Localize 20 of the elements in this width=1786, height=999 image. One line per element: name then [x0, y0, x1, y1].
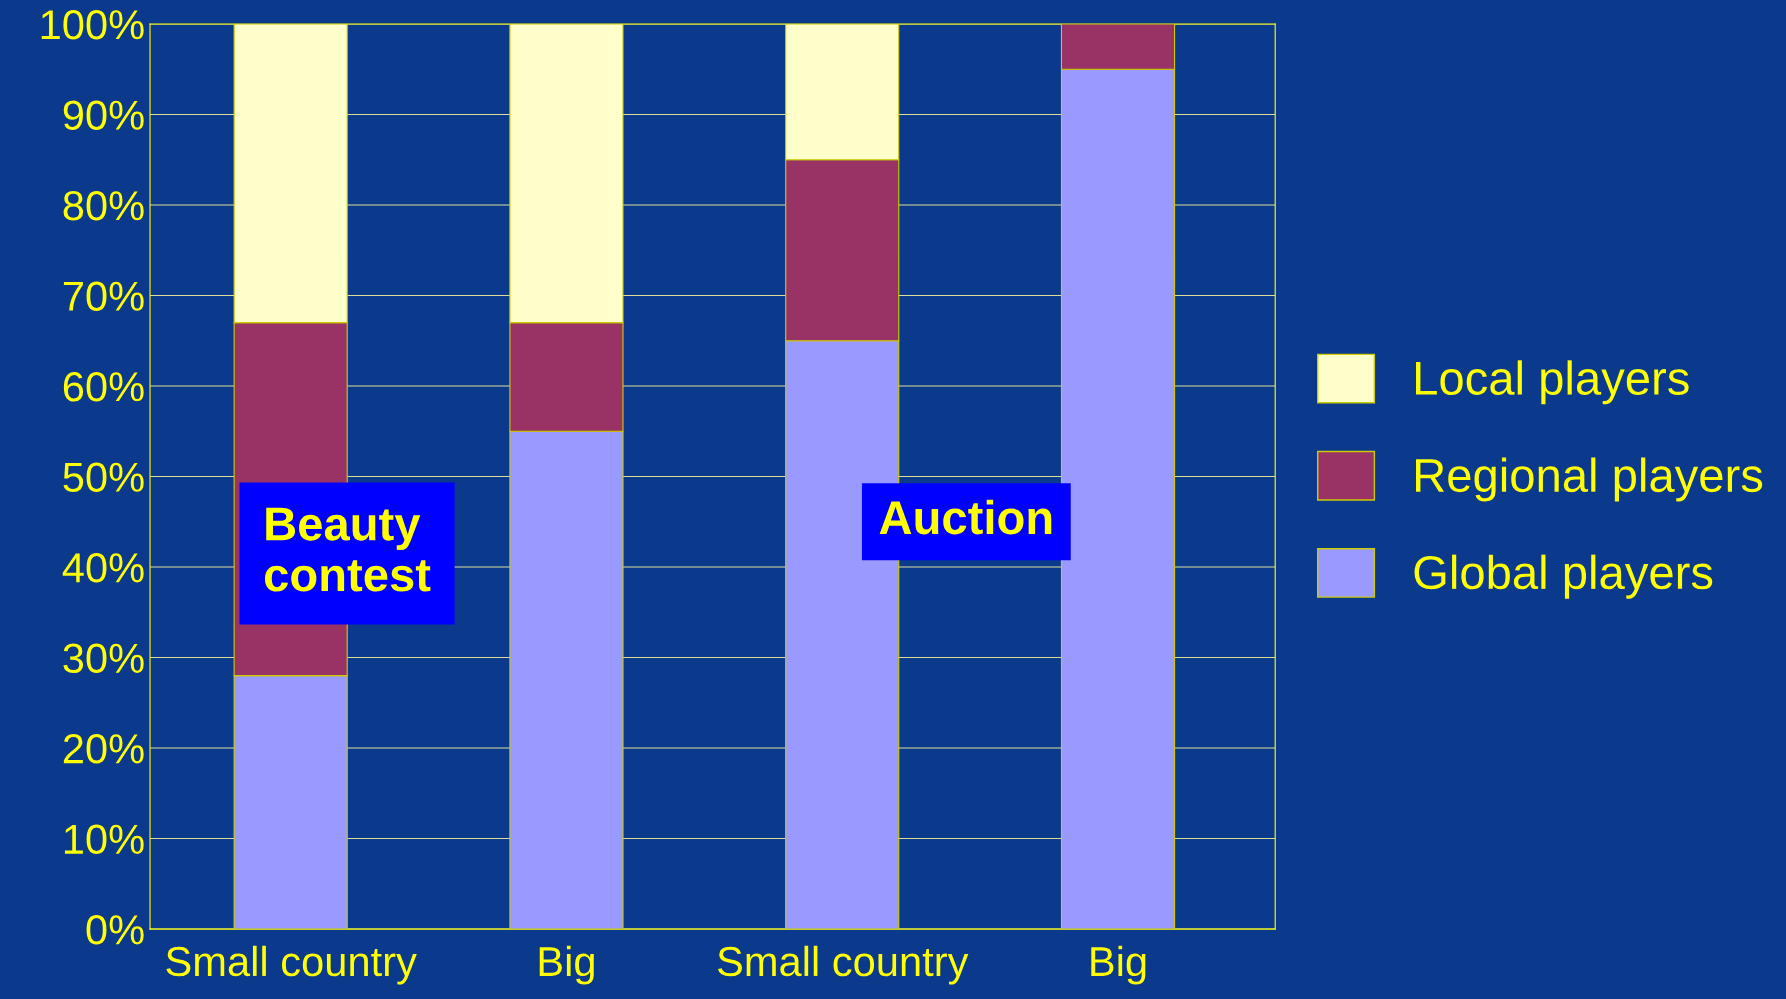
x-tick-label: Small country	[166, 945, 417, 985]
y-tick-label: 20%	[63, 734, 144, 764]
x-tick-label: Big	[539, 945, 594, 985]
y-tick-label: 60%	[63, 372, 144, 402]
x-tick-label: Big	[1091, 945, 1146, 985]
x-tick-label: Small country	[717, 945, 969, 985]
annotation: Auction	[879, 499, 1052, 535]
annotation: Beauty contest	[264, 507, 431, 592]
y-tick-label: 40%	[62, 553, 144, 583]
legend-label: Local players	[1416, 360, 1689, 405]
y-tick-label: 30%	[63, 643, 144, 674]
y-tick-label: 100%	[41, 9, 144, 40]
y-tick-label: 70%	[63, 281, 144, 312]
y-tick-label: 90%	[63, 100, 144, 130]
y-tick-label: 0%	[86, 915, 144, 945]
y-tick-label: 80%	[63, 191, 144, 221]
y-tick-label: 50%	[63, 462, 144, 493]
legend-label: Regional players	[1416, 457, 1763, 502]
legend-label: Global players	[1414, 554, 1713, 599]
y-tick-label: 10%	[64, 824, 144, 855]
